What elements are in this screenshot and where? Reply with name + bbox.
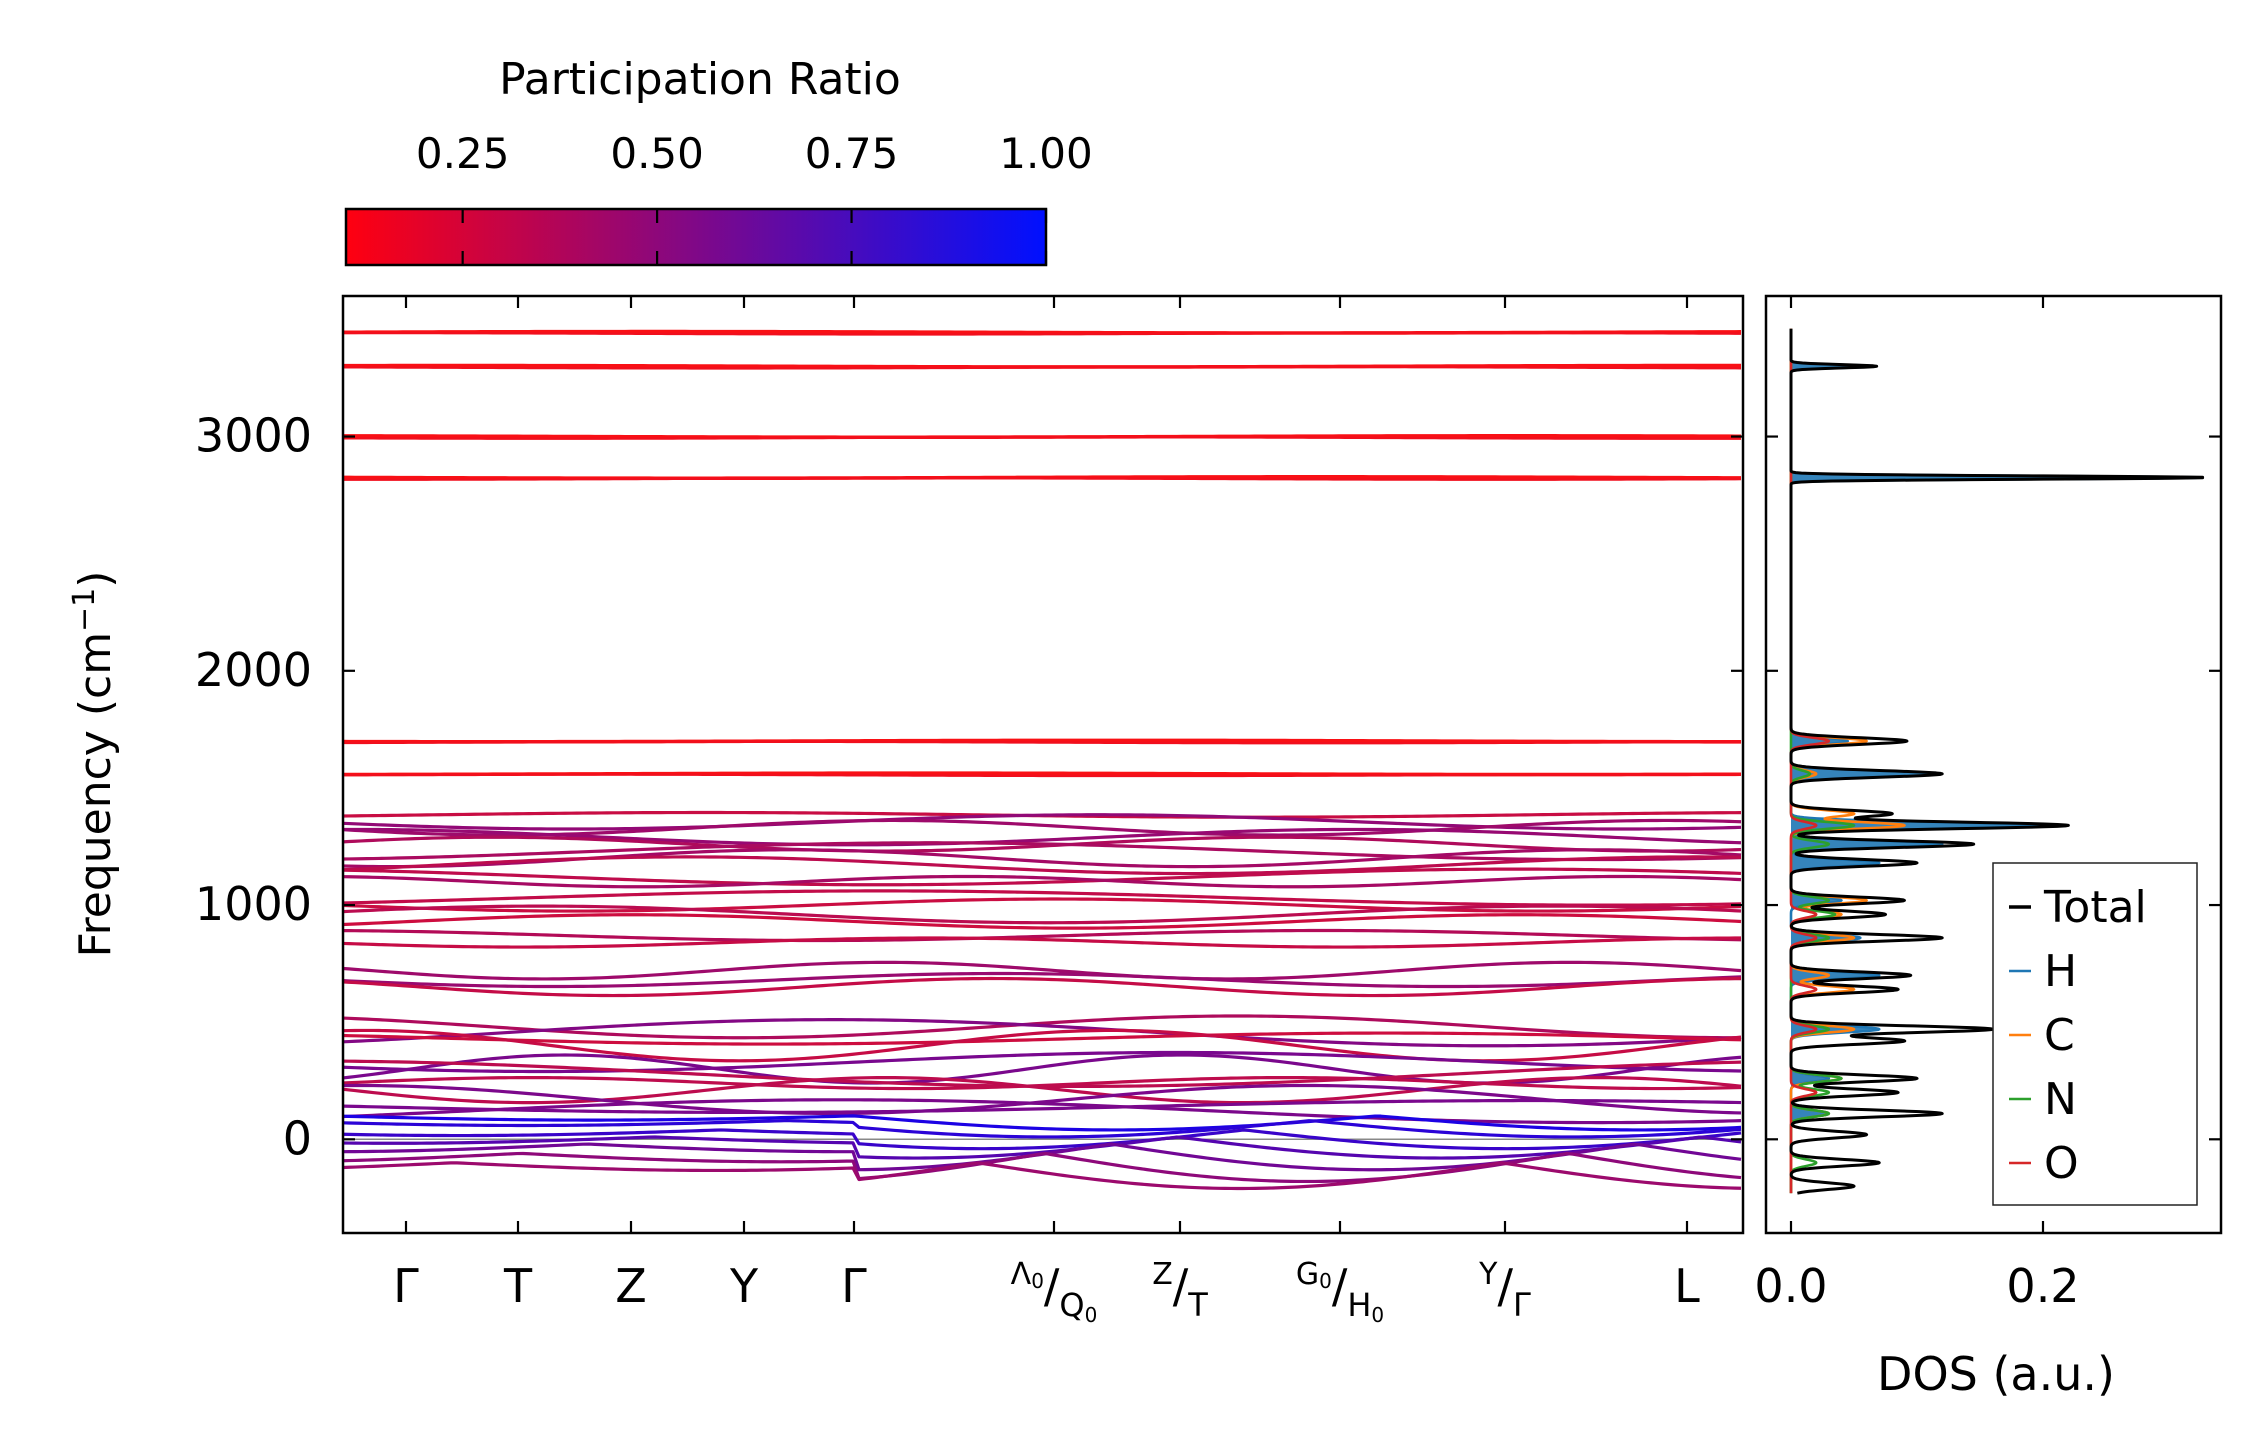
y-tick-label: 0 [283,1111,312,1165]
k-point-label: T [503,1259,533,1313]
dos-x-tick-label: 0.2 [2006,1259,2079,1313]
band-line [343,740,1742,745]
band-line [343,841,1742,862]
band-line [343,1114,1742,1132]
k-point-label: G0/H0 [1296,1257,1384,1327]
band-line [343,773,1742,778]
dos-line-N [1789,327,1856,1195]
band-line [343,331,1742,336]
dos-line-Total [1789,327,2205,1195]
k-point-label: Z/T [1152,1257,1208,1324]
band-line [343,1014,1741,1040]
band-line [343,818,1742,837]
legend-label: H [2044,946,2077,997]
band-line [343,976,1742,998]
colorbar: Participation Ratio 0.25 0.50 0.75 1.00 [344,54,1093,267]
band-line [343,813,1742,831]
k-point-label: Λ0/Q0 [1011,1257,1098,1327]
k-point-label: Y/Γ [1478,1257,1531,1324]
y-tick-label: 2000 [195,643,312,697]
band-structure-panel: 0 1000 2000 3000 Γ T Z Y Γ Λ0/Q0 Z/T G0/H0 Y/Γ L Freq… [67,294,1745,1327]
colorbar-title: Participation Ratio [499,54,901,105]
band-line [343,1050,1742,1074]
band-line [343,1098,1742,1115]
legend-label: O [2044,1138,2079,1189]
band-line [343,874,1742,889]
band-line [343,971,1742,989]
band-line [343,827,1742,847]
colorbar-gradient [344,207,1048,267]
band-line [343,1118,1742,1139]
band-line [343,1076,1742,1105]
legend-label: Total [2043,882,2147,933]
k-point-label: Y [729,1259,759,1313]
band-line [343,904,1742,925]
band-line [343,897,1742,913]
band-line [343,855,1742,876]
dos-line-C [1789,327,1906,1195]
dos-frame [1764,294,2223,1235]
colorbar-tick-label: 0.50 [610,129,704,178]
band-line [343,436,1742,440]
legend-label: C [2044,1010,2075,1061]
band-line [343,913,1742,930]
band-line [343,1098,1742,1125]
band-line [343,1031,1742,1046]
y-tick-label: 1000 [195,877,312,931]
dos-lines [1789,327,2205,1195]
dos-x-axis-label: DOS (a.u.) [1877,1347,2115,1401]
band-structure-frame [341,294,1745,1235]
colorbar-tick-label: 1.00 [999,129,1093,178]
band-line [343,1018,1742,1048]
band-line [343,835,1742,853]
k-point-label: Γ [393,1259,419,1313]
band-line [343,1161,1742,1191]
band-line [343,477,1742,481]
band-line [343,960,1742,981]
k-point-label: Γ [841,1259,867,1313]
band-line [343,867,1742,887]
y-tick-label: 3000 [195,409,312,463]
legend-label: N [2044,1074,2077,1125]
dos-x-tick-label: 0.0 [1754,1259,1827,1313]
k-point-label: L [1674,1259,1700,1313]
band-line [343,936,1742,949]
colorbar-tick-label: 0.25 [416,129,510,178]
band-line [343,1128,1742,1151]
y-axis-label: Frequency (cm−1) [67,571,121,958]
k-point-label: Z [615,1259,647,1313]
band-line [343,1028,1742,1063]
dos-line-O [1789,327,1831,1195]
colorbar-tick-label: 0.75 [805,129,899,178]
band-lines [343,329,1743,1191]
band-line [343,928,1742,943]
band-line [343,1075,1742,1091]
band-line [343,365,1742,370]
band-line [343,889,1742,907]
